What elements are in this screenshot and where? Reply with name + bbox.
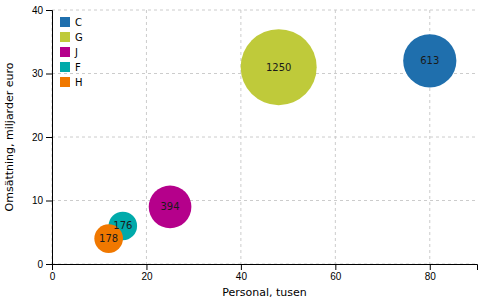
grid-line — [52, 10, 477, 11]
tick: 0 — [37, 259, 52, 270]
legend-swatch — [60, 47, 70, 57]
tick-label: 30 — [32, 68, 44, 79]
bubble — [149, 186, 192, 229]
tick-mark — [46, 74, 52, 75]
tick-mark — [46, 201, 52, 202]
bubbles — [94, 29, 456, 253]
tick-label: 10 — [32, 195, 44, 206]
bubble — [403, 34, 456, 87]
tick-mark — [335, 264, 336, 270]
data-label: 178 — [99, 233, 118, 244]
tick: 10 — [32, 195, 52, 206]
data-labels: 613 1250 394 176 178 — [99, 55, 439, 244]
tick-mark — [46, 10, 52, 11]
x-axis-title: Personal, tusen — [222, 286, 307, 299]
plot: 0 20 40 60 80 0 10 20 30 40 613 1250 394 176 178 CGJFH — [32, 5, 478, 282]
legend-label: J — [74, 47, 78, 58]
legend-swatch — [60, 77, 70, 87]
legend-swatch — [60, 17, 70, 27]
tick-label: 20 — [141, 271, 153, 282]
tick: 30 — [32, 68, 52, 79]
y-axis-title: Omsättning, miljarder euro — [3, 62, 16, 211]
chart: 0 20 40 60 80 0 10 20 30 40 613 1250 394 176 178 CGJFH P… — [0, 0, 491, 302]
tick: 40 — [236, 264, 248, 282]
tick: 0 — [50, 264, 56, 282]
tick-mark — [46, 264, 52, 265]
tick: 40 — [32, 5, 52, 16]
tick-label: 60 — [330, 271, 342, 282]
legend-label: H — [75, 77, 83, 88]
legend-item: G — [60, 32, 83, 43]
tick-label: 80 — [425, 271, 437, 282]
data-label: 1250 — [266, 62, 291, 73]
tick-label: 0 — [50, 271, 56, 282]
tick-label: 20 — [32, 132, 44, 143]
data-label: 176 — [113, 220, 132, 231]
legend-item: F — [60, 62, 81, 73]
grid-line — [146, 10, 147, 264]
tick-label: 40 — [32, 5, 44, 16]
legend: CGJFH — [60, 17, 83, 88]
tick-mark — [46, 137, 52, 138]
data-label: 394 — [161, 201, 180, 212]
grid-line — [52, 137, 477, 138]
grid-line — [52, 200, 477, 201]
tick-mark — [241, 264, 242, 270]
tick: 20 — [141, 264, 153, 282]
legend-label: C — [75, 17, 82, 28]
bubble — [241, 29, 317, 105]
legend-swatch — [60, 62, 70, 72]
legend-swatch — [60, 32, 70, 42]
x-axis: 0 20 40 60 80 — [50, 264, 478, 282]
legend-label: F — [75, 62, 81, 73]
legend-item: C — [60, 17, 82, 28]
tick-label: 40 — [236, 271, 248, 282]
tick: 80 — [425, 264, 437, 282]
tick: 20 — [32, 132, 52, 143]
tick-mark — [430, 264, 431, 270]
data-label: 613 — [420, 55, 439, 66]
y-axis: 0 10 20 30 40 — [32, 5, 53, 270]
legend-label: G — [75, 32, 83, 43]
axis-line — [46, 11, 53, 265]
grid — [52, 10, 477, 264]
tick-mark — [146, 264, 147, 270]
legend-item: J — [60, 47, 78, 58]
tick: 60 — [330, 264, 342, 282]
tick-label: 0 — [37, 259, 43, 270]
legend-item: H — [60, 77, 83, 88]
axis-line — [53, 265, 478, 271]
